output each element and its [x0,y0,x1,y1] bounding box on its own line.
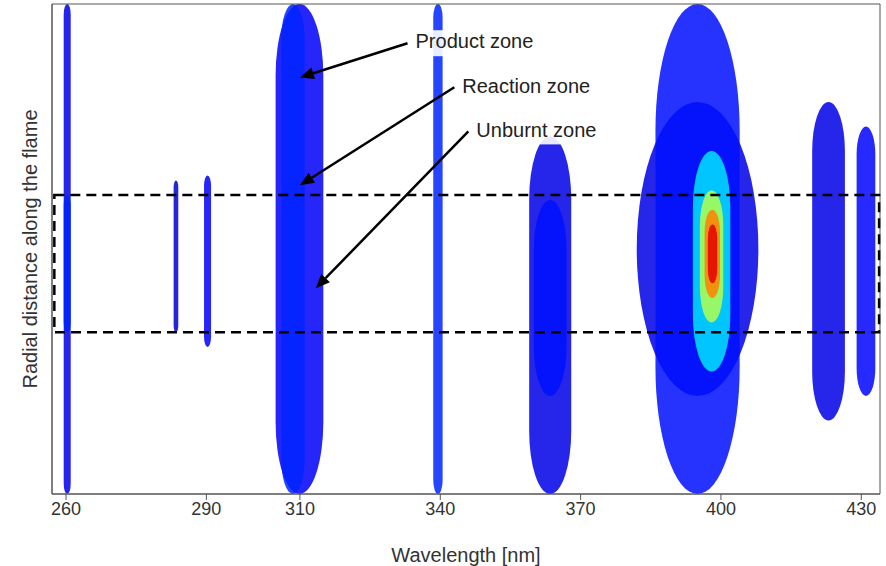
svg-text:370: 370 [566,499,596,519]
svg-text:Unburnt zone: Unburnt zone [476,119,596,141]
svg-text:260: 260 [51,499,81,519]
svg-text:290: 290 [191,499,221,519]
svg-text:Reaction zone: Reaction zone [462,75,590,97]
svg-text:340: 340 [425,499,455,519]
svg-text:430: 430 [846,499,876,519]
svg-text:Radial distance along the flam: Radial distance along the flame [19,109,41,388]
svg-text:Product zone: Product zone [416,30,534,52]
svg-text:Wavelength [nm]: Wavelength [nm] [391,544,540,566]
svg-text:400: 400 [706,499,736,519]
svg-text:310: 310 [285,499,315,519]
